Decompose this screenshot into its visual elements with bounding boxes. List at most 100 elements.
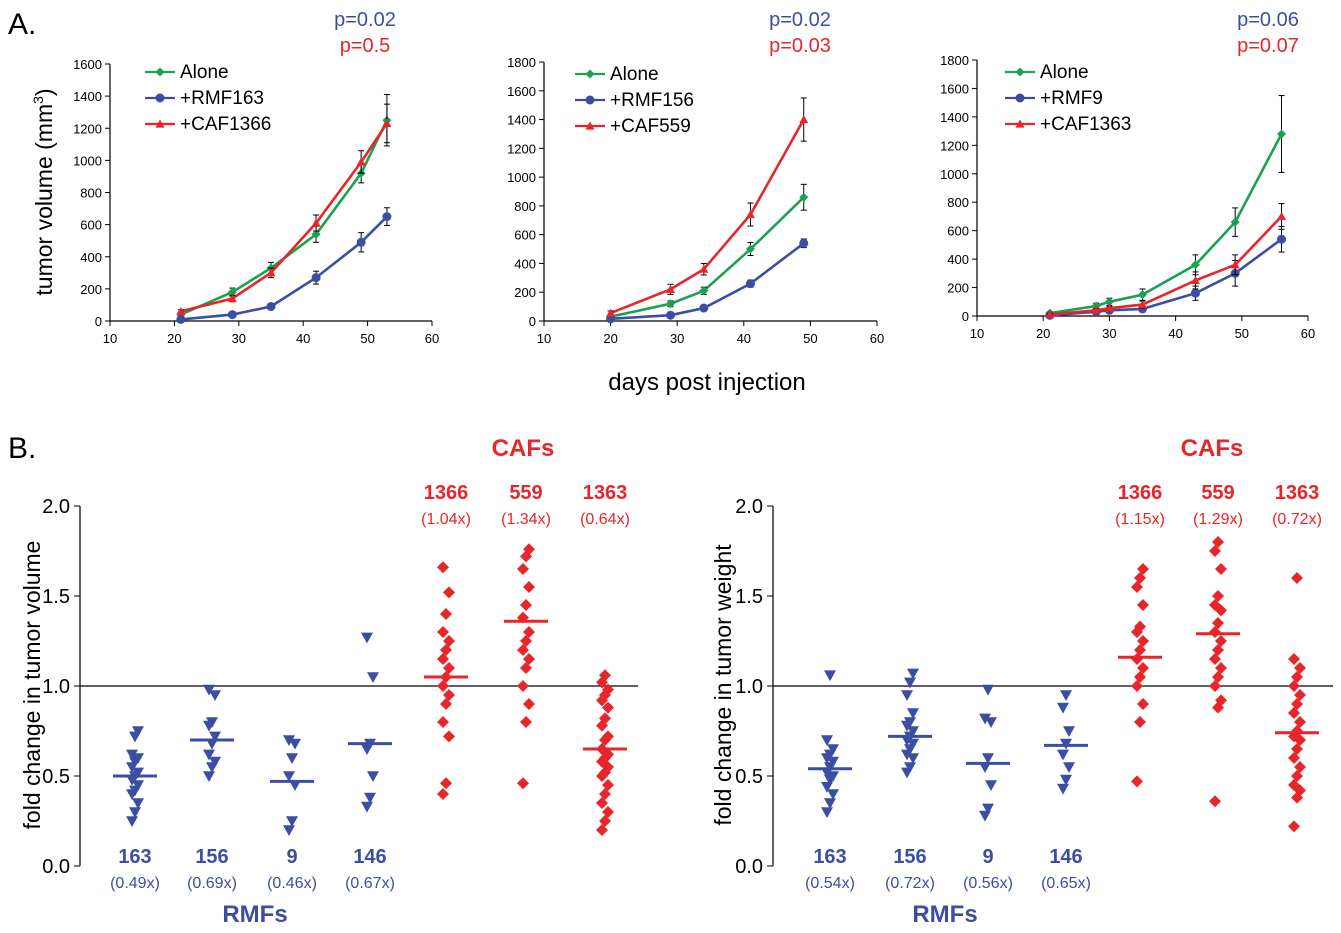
- y-tick-label: 1200: [507, 141, 536, 156]
- group-1363: 1363 (0.64x): [580, 482, 630, 836]
- legend-marker: [1015, 119, 1025, 128]
- y-tick-label: 200: [947, 281, 969, 296]
- data-point: [907, 726, 919, 737]
- data-point: [985, 717, 997, 728]
- y-tick-label: 800: [514, 199, 536, 214]
- y-tick-label: 0.0: [42, 856, 70, 878]
- y-tick-label: 200: [80, 282, 102, 297]
- data-point: [666, 310, 676, 320]
- x-tick-label: 50: [803, 331, 817, 346]
- data-point: [985, 780, 997, 791]
- y-axis-label-b1: fold change in tumor volume: [19, 541, 45, 830]
- data-point: [1294, 662, 1306, 674]
- data-point: [132, 780, 144, 791]
- group-fold: (0.67x): [345, 875, 395, 892]
- y-tick-label: 1.5: [42, 586, 70, 608]
- group-fold: (0.72x): [885, 875, 935, 892]
- data-point: [382, 212, 392, 222]
- data-point: [361, 632, 373, 644]
- data-point: [666, 284, 676, 293]
- group-label: 156: [893, 846, 926, 868]
- y-tick-label: 1.5: [735, 586, 763, 608]
- x-tick-label: 30: [1102, 326, 1116, 341]
- data-point: [602, 806, 614, 818]
- group-fold: (0.72x): [1272, 511, 1322, 528]
- series-line: [1049, 238, 1283, 317]
- group-fold: (0.65x): [1041, 875, 1091, 892]
- data-point: [1215, 563, 1227, 575]
- data-point: [1045, 310, 1055, 319]
- data-point: [1277, 211, 1287, 221]
- y-tick-label: 800: [947, 195, 969, 210]
- x-tick-label: 40: [1168, 326, 1182, 341]
- group-label: 146: [1049, 846, 1082, 868]
- data-point: [1137, 563, 1149, 575]
- legend-label: +CAF559: [610, 116, 691, 137]
- data-point: [132, 753, 144, 764]
- group-fold: (1.34x): [501, 511, 551, 528]
- data-point: [356, 157, 366, 166]
- y-tick-label: 400: [80, 250, 102, 265]
- data-point: [356, 237, 366, 247]
- group-label: 9: [982, 846, 993, 868]
- legend-label: +RMF156: [610, 90, 694, 111]
- data-point: [907, 708, 919, 719]
- data-point: [1137, 635, 1149, 647]
- group-fold: (0.46x): [267, 875, 317, 892]
- data-point: [176, 314, 186, 324]
- data-point: [266, 302, 276, 312]
- group-label: 1363: [583, 482, 628, 504]
- y-tick-label: 0: [529, 314, 536, 329]
- data-point: [311, 218, 321, 227]
- x-tick-label: 50: [360, 331, 374, 346]
- data-point: [437, 561, 449, 574]
- series-line: [180, 122, 388, 313]
- legend-label: Alone: [1040, 62, 1089, 83]
- data-point: [523, 543, 535, 556]
- y-tick-label: 200: [514, 285, 536, 300]
- dot-plot-B2: 0.0 0.5 1.0 1.5 2.0 163 (0.54x) 156 (0.72x) 9 (0.5…: [735, 482, 1333, 892]
- data-point: [1190, 275, 1200, 285]
- data-point: [907, 753, 919, 764]
- data-point: [286, 753, 298, 764]
- data-point: [1134, 620, 1146, 633]
- group-fold: (0.49x): [110, 875, 160, 892]
- group-fold: (0.69x): [187, 875, 237, 892]
- data-point: [203, 749, 215, 761]
- data-point: [745, 279, 755, 289]
- p-value: p=0.02: [769, 9, 831, 31]
- data-point: [203, 684, 215, 696]
- data-point: [821, 807, 833, 818]
- plots-layer: 10 20 30 40 50 600200400600800100012001400160…: [42, 9, 1333, 892]
- series-line: [180, 215, 388, 321]
- data-point: [209, 756, 221, 768]
- legend-label: +CAF1366: [180, 114, 271, 135]
- data-point: [520, 599, 532, 611]
- y-tick-label: 800: [80, 186, 102, 201]
- data-point: [699, 286, 709, 296]
- data-point: [982, 803, 994, 815]
- data-point: [206, 717, 218, 728]
- data-point: [523, 653, 535, 665]
- data-point: [437, 788, 449, 800]
- x-tick-label: 20: [167, 331, 181, 346]
- data-point: [1288, 820, 1300, 833]
- group-fold: (0.54x): [805, 875, 855, 892]
- data-point: [132, 798, 144, 809]
- data-point: [982, 684, 994, 696]
- data-point: [799, 238, 809, 248]
- data-point: [1277, 129, 1287, 139]
- data-point: [1212, 536, 1224, 548]
- x-axis-label-a: days post injection: [608, 369, 805, 396]
- data-point: [209, 690, 221, 701]
- data-point: [203, 771, 215, 782]
- data-point: [382, 118, 392, 128]
- group-label: 9: [286, 846, 297, 868]
- y-tick-label: 2.0: [42, 496, 70, 518]
- group-label: 559: [509, 482, 542, 504]
- y-tick-label: 400: [514, 256, 536, 271]
- data-point: [523, 698, 535, 710]
- data-point: [227, 287, 237, 297]
- data-point: [126, 749, 138, 761]
